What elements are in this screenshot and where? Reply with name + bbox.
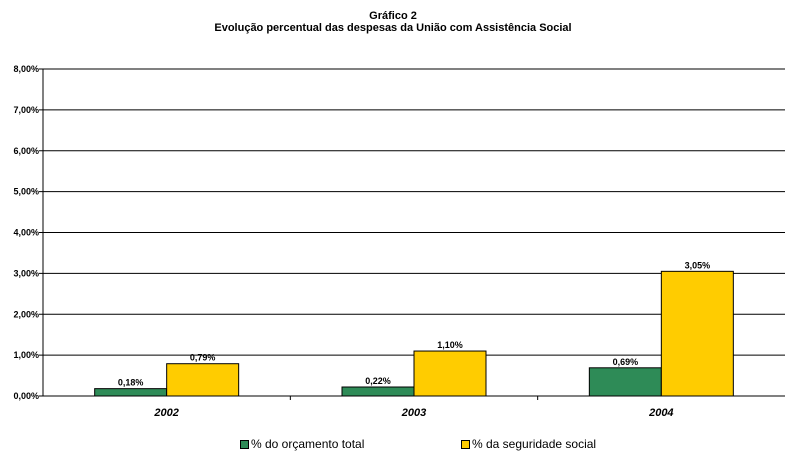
data-label: 0,79% <box>190 353 216 363</box>
chart-title: Gráfico 2 <box>369 10 417 22</box>
y-tick-label: 6,00% <box>13 146 39 156</box>
data-label: 0,69% <box>613 357 639 367</box>
data-label: 0,18% <box>118 378 144 388</box>
y-tick-label: 3,00% <box>13 268 39 278</box>
y-tick-label: 0,00% <box>13 391 39 401</box>
x-tick-label: 2004 <box>648 407 673 419</box>
y-tick-label: 2,00% <box>13 309 39 319</box>
x-tick-label: 2003 <box>401 407 426 419</box>
legend-item-orcamento: % do orçamento total <box>240 437 364 451</box>
bar <box>166 363 240 397</box>
data-label: 1,10% <box>437 340 463 350</box>
x-tick-label: 2002 <box>153 407 178 419</box>
bar <box>341 386 415 397</box>
bar <box>660 270 734 397</box>
y-tick-label: 8,00% <box>13 64 39 74</box>
y-tick-label: 1,00% <box>13 350 39 360</box>
y-tick-label: 7,00% <box>13 105 39 115</box>
legend-item-seguridade: % da seguridade social <box>461 437 596 451</box>
legend-swatch-orcamento <box>240 439 249 449</box>
y-tick-label: 5,00% <box>13 187 39 197</box>
y-tick-label: 4,00% <box>13 228 39 238</box>
data-label: 0,22% <box>365 376 391 386</box>
bar <box>413 350 487 397</box>
legend-swatch-seguridade <box>461 439 470 449</box>
legend-label-seguridade: % da seguridade social <box>472 437 597 451</box>
chart-subtitle: Evolução percentual das despesas da Uniã… <box>214 22 572 34</box>
legend-label-orcamento: % do orçamento total <box>251 437 365 451</box>
data-label: 3,05% <box>685 260 711 270</box>
bar <box>588 367 662 397</box>
bar <box>94 388 168 397</box>
